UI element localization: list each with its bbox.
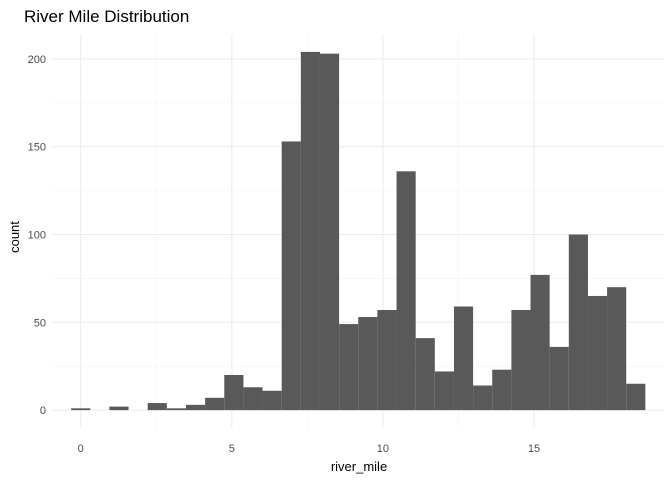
histogram-bar — [109, 406, 129, 411]
y-tick-label: 100 — [28, 230, 46, 242]
x-axis-title: river_mile — [331, 459, 387, 474]
histogram-bar — [166, 408, 186, 411]
histogram-bar — [377, 310, 397, 411]
histogram-bar — [415, 338, 435, 411]
histogram-bar — [281, 141, 301, 411]
y-axis-title: count — [7, 221, 22, 253]
histogram-bar — [147, 403, 167, 411]
histogram-bar — [243, 387, 263, 411]
histogram-bar — [339, 324, 359, 411]
histogram-bar — [453, 306, 474, 411]
y-tick-label: 50 — [34, 317, 46, 329]
histogram-bar — [587, 295, 608, 411]
y-axis-ticks: 0 50 100 150 200 — [28, 54, 46, 417]
histogram-bar — [396, 171, 416, 411]
histogram-bars — [71, 51, 646, 411]
x-axis-ticks: 0 5 10 15 — [78, 443, 541, 455]
histogram-bar — [434, 371, 454, 411]
histogram-bar — [568, 234, 588, 411]
x-tick-label: 15 — [528, 443, 540, 455]
y-tick-label: 150 — [28, 142, 46, 154]
histogram-bar — [262, 390, 282, 411]
histogram-bar — [549, 346, 569, 411]
histogram-bar — [626, 383, 646, 411]
x-tick-label: 0 — [78, 443, 84, 455]
y-tick-label: 200 — [28, 54, 46, 66]
histogram-bar — [224, 374, 244, 411]
chart-title: River Mile Distribution — [24, 7, 189, 26]
histogram-bar — [319, 53, 340, 411]
histogram-bar — [205, 397, 225, 411]
histogram-bar — [473, 385, 493, 411]
histogram-bar — [607, 287, 627, 411]
histogram-bar — [71, 408, 91, 411]
histogram-bar — [530, 274, 550, 411]
histogram-bar — [185, 404, 206, 411]
y-tick-label: 0 — [40, 405, 46, 417]
histogram-bar — [358, 317, 378, 411]
histogram-bar — [492, 369, 512, 411]
x-tick-label: 5 — [229, 443, 235, 455]
histogram-bar — [300, 51, 320, 411]
x-tick-label: 10 — [377, 443, 389, 455]
histogram-bar — [511, 310, 531, 411]
